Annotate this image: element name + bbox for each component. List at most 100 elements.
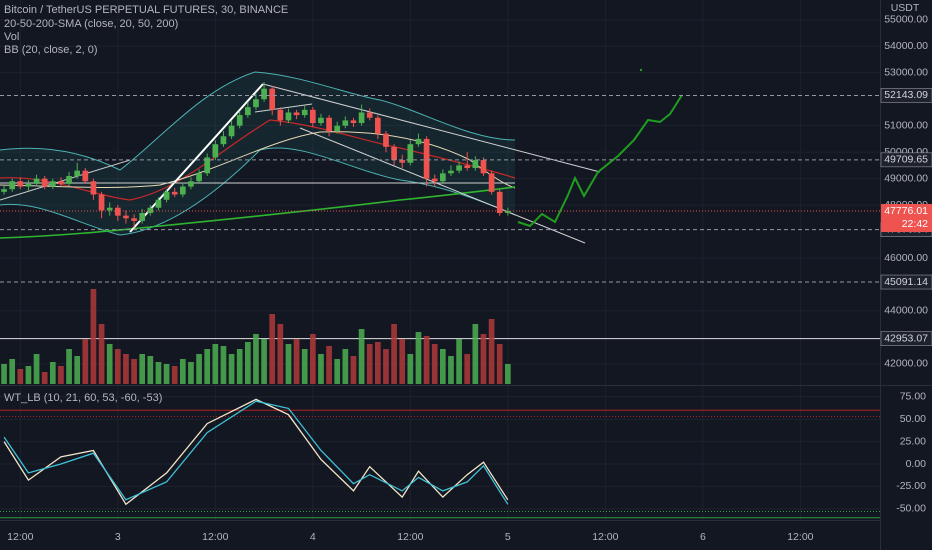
- candle-body: [155, 199, 162, 208]
- volume-bar: [131, 359, 137, 384]
- y-tick-label: 51000.00: [884, 119, 928, 131]
- volume-bar: [342, 349, 349, 384]
- volume-bar: [423, 336, 430, 384]
- projection-dot: [639, 68, 643, 72]
- y-tick-label: 42000.00: [884, 358, 928, 370]
- candle-body: [269, 88, 276, 110]
- y-tick-label: 53000.00: [884, 67, 928, 79]
- candle-body: [318, 117, 324, 124]
- candle-body: [399, 160, 406, 163]
- price-line-label-box: [880, 274, 932, 290]
- volume-bar: [188, 362, 194, 384]
- volume-bar: [496, 344, 503, 384]
- price-line-label: 52143.09: [884, 89, 928, 101]
- candle-body: [236, 115, 243, 126]
- volume-bar: [114, 349, 121, 384]
- price-line-label-box: [880, 331, 932, 346]
- volume-bar: [488, 319, 495, 384]
- volume-bar: [25, 366, 32, 384]
- candle-body: [285, 112, 292, 121]
- candle-body: [496, 191, 503, 214]
- volume-bar: [374, 342, 381, 384]
- volume-bar: [505, 364, 511, 384]
- countdown-label: 22:42: [902, 218, 928, 230]
- y-tick-label: 46000.00: [884, 252, 928, 264]
- candle-body: [391, 146, 397, 161]
- volume-bar: [123, 354, 129, 384]
- candle-body: [326, 117, 332, 131]
- y-tick-label: 75.00: [900, 391, 926, 403]
- volume-bar: [196, 354, 202, 384]
- volume-bar: [139, 354, 146, 384]
- volume-bar: [334, 359, 341, 384]
- x-tick-label: 12:00: [592, 531, 618, 543]
- candle-body: [261, 88, 267, 100]
- volume-bar: [236, 349, 243, 384]
- volume-bar: [253, 334, 259, 384]
- volume-bar: [366, 344, 373, 384]
- candle-body: [488, 173, 495, 192]
- candle-body: [9, 181, 16, 190]
- candle-body: [505, 210, 511, 214]
- candle-body: [350, 120, 357, 124]
- candle-body: [171, 191, 178, 195]
- sma-200: [0, 186, 516, 239]
- volume-bar: [66, 349, 72, 384]
- volume-bar: [399, 339, 406, 384]
- y-tick-label: 0.00: [906, 458, 927, 470]
- candle-body: [309, 109, 316, 124]
- candle-body: [1, 189, 7, 192]
- candle-body: [163, 191, 170, 200]
- bollinger-fill: [0, 72, 515, 235]
- volume-bar: [415, 332, 422, 384]
- last-price-box: [881, 203, 932, 232]
- candle-body: [366, 112, 373, 118]
- projection-path: [517, 94, 683, 228]
- volume-bar: [448, 356, 454, 384]
- volume-bar: [33, 354, 40, 384]
- candle-body: [407, 144, 414, 163]
- candle-body: [342, 120, 349, 126]
- x-tick-label: 3: [115, 531, 121, 543]
- volume-bar: [147, 356, 154, 384]
- candle-body: [212, 144, 219, 158]
- price-line-label: 45091.14: [884, 276, 928, 288]
- volume-bar: [293, 339, 300, 384]
- volume-bar: [98, 324, 105, 384]
- candle-body: [244, 107, 251, 116]
- trend-line-left: [0, 159, 131, 201]
- volume-bar: [49, 362, 56, 384]
- volume-bar: [464, 354, 471, 384]
- x-tick-label: 12:00: [397, 531, 423, 543]
- candle-body: [179, 186, 186, 195]
- volume-bar: [472, 324, 479, 384]
- volume-bar: [179, 359, 186, 384]
- x-tick-label: 4: [310, 531, 316, 543]
- price-line-label-box: [880, 152, 932, 168]
- candle-body: [58, 181, 64, 184]
- volume-bar: [212, 344, 219, 384]
- volume-bar: [440, 349, 446, 384]
- volume-bar: [204, 349, 211, 384]
- candle-body: [204, 157, 211, 174]
- candle-body: [464, 165, 471, 169]
- candle-body: [17, 181, 24, 187]
- x-tick-label: 6: [700, 531, 706, 543]
- volume-bar: [17, 369, 24, 384]
- volume-bar: [155, 362, 162, 384]
- volume-bar: [358, 329, 365, 384]
- channel-lower: [299, 127, 586, 244]
- candle-body: [90, 181, 97, 195]
- candle-body: [98, 194, 105, 211]
- channel-upper: [262, 83, 601, 173]
- volume-bar: [309, 334, 316, 384]
- candle-body: [431, 178, 438, 182]
- y-tick-label: 25.00: [900, 435, 926, 447]
- candle-body: [383, 133, 389, 147]
- candle-body: [66, 175, 72, 184]
- volume-bar: [318, 354, 324, 384]
- last-price-label: 47776.01: [884, 205, 928, 217]
- bollinger-upper: [0, 71, 516, 171]
- volume-bar: [431, 344, 438, 384]
